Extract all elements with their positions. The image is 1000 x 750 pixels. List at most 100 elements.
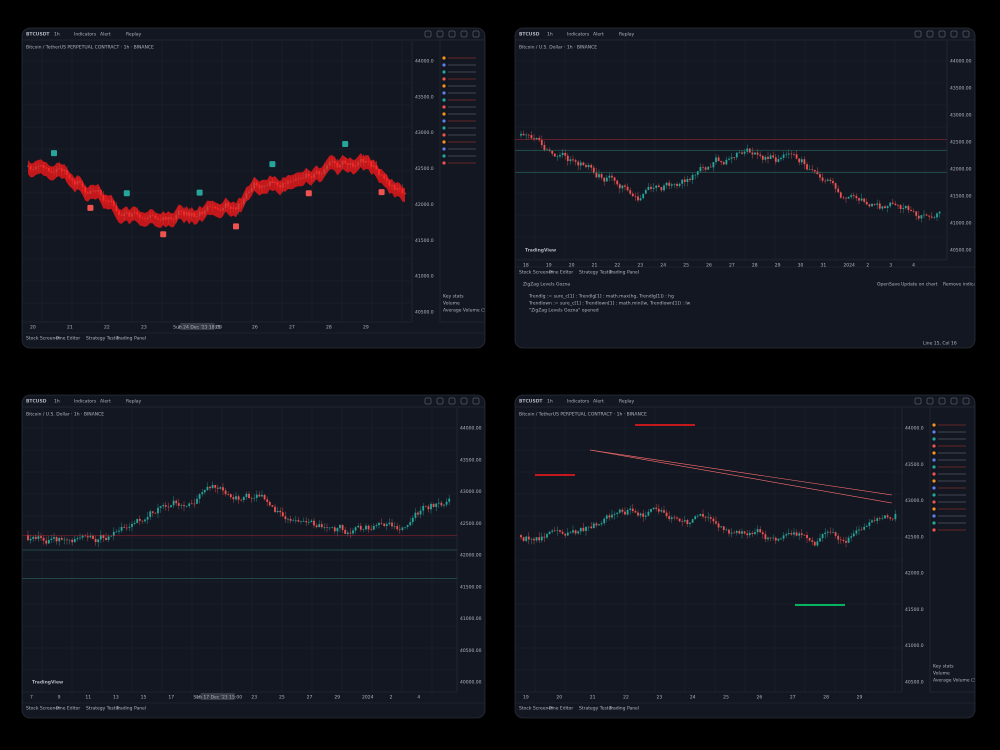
bottom-tab[interactable]: Stock Screener (26, 706, 60, 712)
toolbar-button[interactable]: Alert (100, 399, 111, 405)
price-label: 43000.0 (905, 498, 924, 504)
editor-action[interactable]: Open (877, 282, 889, 288)
toolbar-icon[interactable] (424, 397, 432, 405)
toolbar-button[interactable]: Indicators (567, 399, 590, 405)
price-label: 42500.0 (905, 534, 924, 540)
toolbar-button[interactable]: Alert (100, 32, 111, 38)
bottom-tab[interactable]: Stock Screener (26, 336, 60, 342)
candle-body (808, 169, 811, 171)
bottom-tab[interactable]: Pine Editor (549, 706, 573, 712)
interval[interactable]: 1h (547, 32, 553, 38)
candle-body (427, 506, 430, 510)
bottom-tab[interactable]: Trading Panel (608, 270, 639, 276)
watchlist-icon (442, 133, 446, 137)
bottom-tab[interactable]: Strategy Tester (579, 270, 613, 276)
candle-body (305, 521, 308, 523)
time-label: 4 (912, 263, 915, 269)
toolbar-icon[interactable] (460, 30, 468, 38)
candle-body (772, 537, 775, 539)
candle-body (349, 532, 352, 534)
bottom-tab[interactable]: Trading Panel (115, 336, 146, 342)
candle-body (372, 525, 375, 530)
candle-body (884, 206, 886, 209)
bottom-tab[interactable]: Strategy Tester (86, 336, 120, 342)
bottom-tab[interactable]: Pine Editor (56, 336, 80, 342)
toolbar-icon[interactable] (950, 30, 958, 38)
chart-grid (515, 408, 902, 692)
toolbar-button[interactable]: Alert (593, 399, 604, 405)
toolbar-icon[interactable] (448, 397, 456, 405)
toolbar-icon[interactable] (460, 397, 468, 405)
candle-body (172, 500, 175, 506)
toolbar-icon[interactable] (962, 397, 970, 405)
symbol[interactable]: BTCUSD (26, 399, 47, 405)
candle-body (190, 503, 193, 505)
cursor-date-bg (180, 323, 215, 330)
toolbar-button[interactable]: Indicators (74, 399, 97, 405)
interval[interactable]: 1h (54, 399, 60, 405)
toolbar-icon[interactable] (938, 30, 946, 38)
toolbar-icon[interactable] (914, 30, 922, 38)
toolbar-button[interactable]: Replay (619, 399, 635, 405)
watchlist-row (938, 459, 966, 461)
toolbar (515, 28, 975, 41)
bottom-tab[interactable]: Pine Editor (56, 706, 80, 712)
toolbar-icon[interactable] (926, 397, 934, 405)
toolbar-button[interactable]: Indicators (567, 32, 590, 38)
candle-body (631, 508, 634, 512)
toolbar-icon[interactable] (472, 30, 480, 38)
bottom-tab[interactable]: Strategy Tester (579, 706, 613, 712)
candle-body (323, 526, 326, 528)
candle-body (751, 152, 754, 155)
editor-action[interactable]: Save (889, 282, 900, 288)
bottom-tab[interactable]: Strategy Tester (86, 706, 120, 712)
candle-body (865, 525, 868, 527)
toolbar-icon[interactable] (926, 30, 934, 38)
candle-body (271, 505, 274, 507)
time-label: 29 (775, 263, 781, 269)
bottom-tab[interactable]: Trading Panel (608, 706, 639, 712)
toolbar-icon[interactable] (962, 30, 970, 38)
watchlist-row (448, 127, 476, 129)
candle-body (733, 532, 736, 534)
toolbar-button[interactable]: Replay (126, 32, 142, 38)
bottom-tab[interactable]: Stock Screener (519, 270, 553, 276)
bottom-tab[interactable]: Stock Screener (519, 706, 553, 712)
interval[interactable]: 1h (54, 32, 60, 38)
editor-action[interactable]: Update on chart (901, 282, 938, 288)
candle-body (414, 512, 417, 518)
bottom-tab[interactable]: Pine Editor (549, 270, 573, 276)
candle-body (211, 485, 214, 489)
symbol[interactable]: BTCUSD (519, 32, 540, 38)
candle-body (527, 536, 530, 540)
toolbar-icon[interactable] (950, 397, 958, 405)
interval[interactable]: 1h (547, 399, 553, 405)
toolbar-icon[interactable] (448, 30, 456, 38)
candle-body (717, 523, 720, 528)
toolbar-icon[interactable] (436, 397, 444, 405)
editor-action[interactable]: Remove indicator (943, 282, 983, 288)
candle-body (920, 215, 923, 219)
toolbar-button[interactable]: Replay (126, 399, 142, 405)
candle-body (566, 155, 569, 162)
toolbar-icon[interactable] (436, 30, 444, 38)
toolbar-button[interactable]: Replay (619, 32, 635, 38)
toolbar-icon[interactable] (424, 30, 432, 38)
candle-body (865, 201, 868, 205)
symbol[interactable]: BTCUSDT (519, 399, 543, 405)
candle-body (798, 158, 801, 163)
toolbar-icon[interactable] (914, 397, 922, 405)
candle-body (657, 185, 660, 188)
watchlist-icon (932, 521, 936, 525)
candle-body (663, 185, 665, 191)
candle-body (928, 215, 931, 217)
chart-title: Bitcoin / U.S. Dollar · 1h · BINANCE (519, 45, 597, 51)
toolbar-icon[interactable] (938, 397, 946, 405)
symbol[interactable]: BTCUSDT (26, 32, 50, 38)
bottom-tab[interactable]: Trading Panel (115, 706, 146, 712)
toolbar-button[interactable]: Alert (593, 32, 604, 38)
time-label: 27 (790, 695, 796, 701)
toolbar-button[interactable]: Indicators (74, 32, 97, 38)
candle-body (422, 505, 425, 511)
toolbar-icon[interactable] (472, 397, 480, 405)
